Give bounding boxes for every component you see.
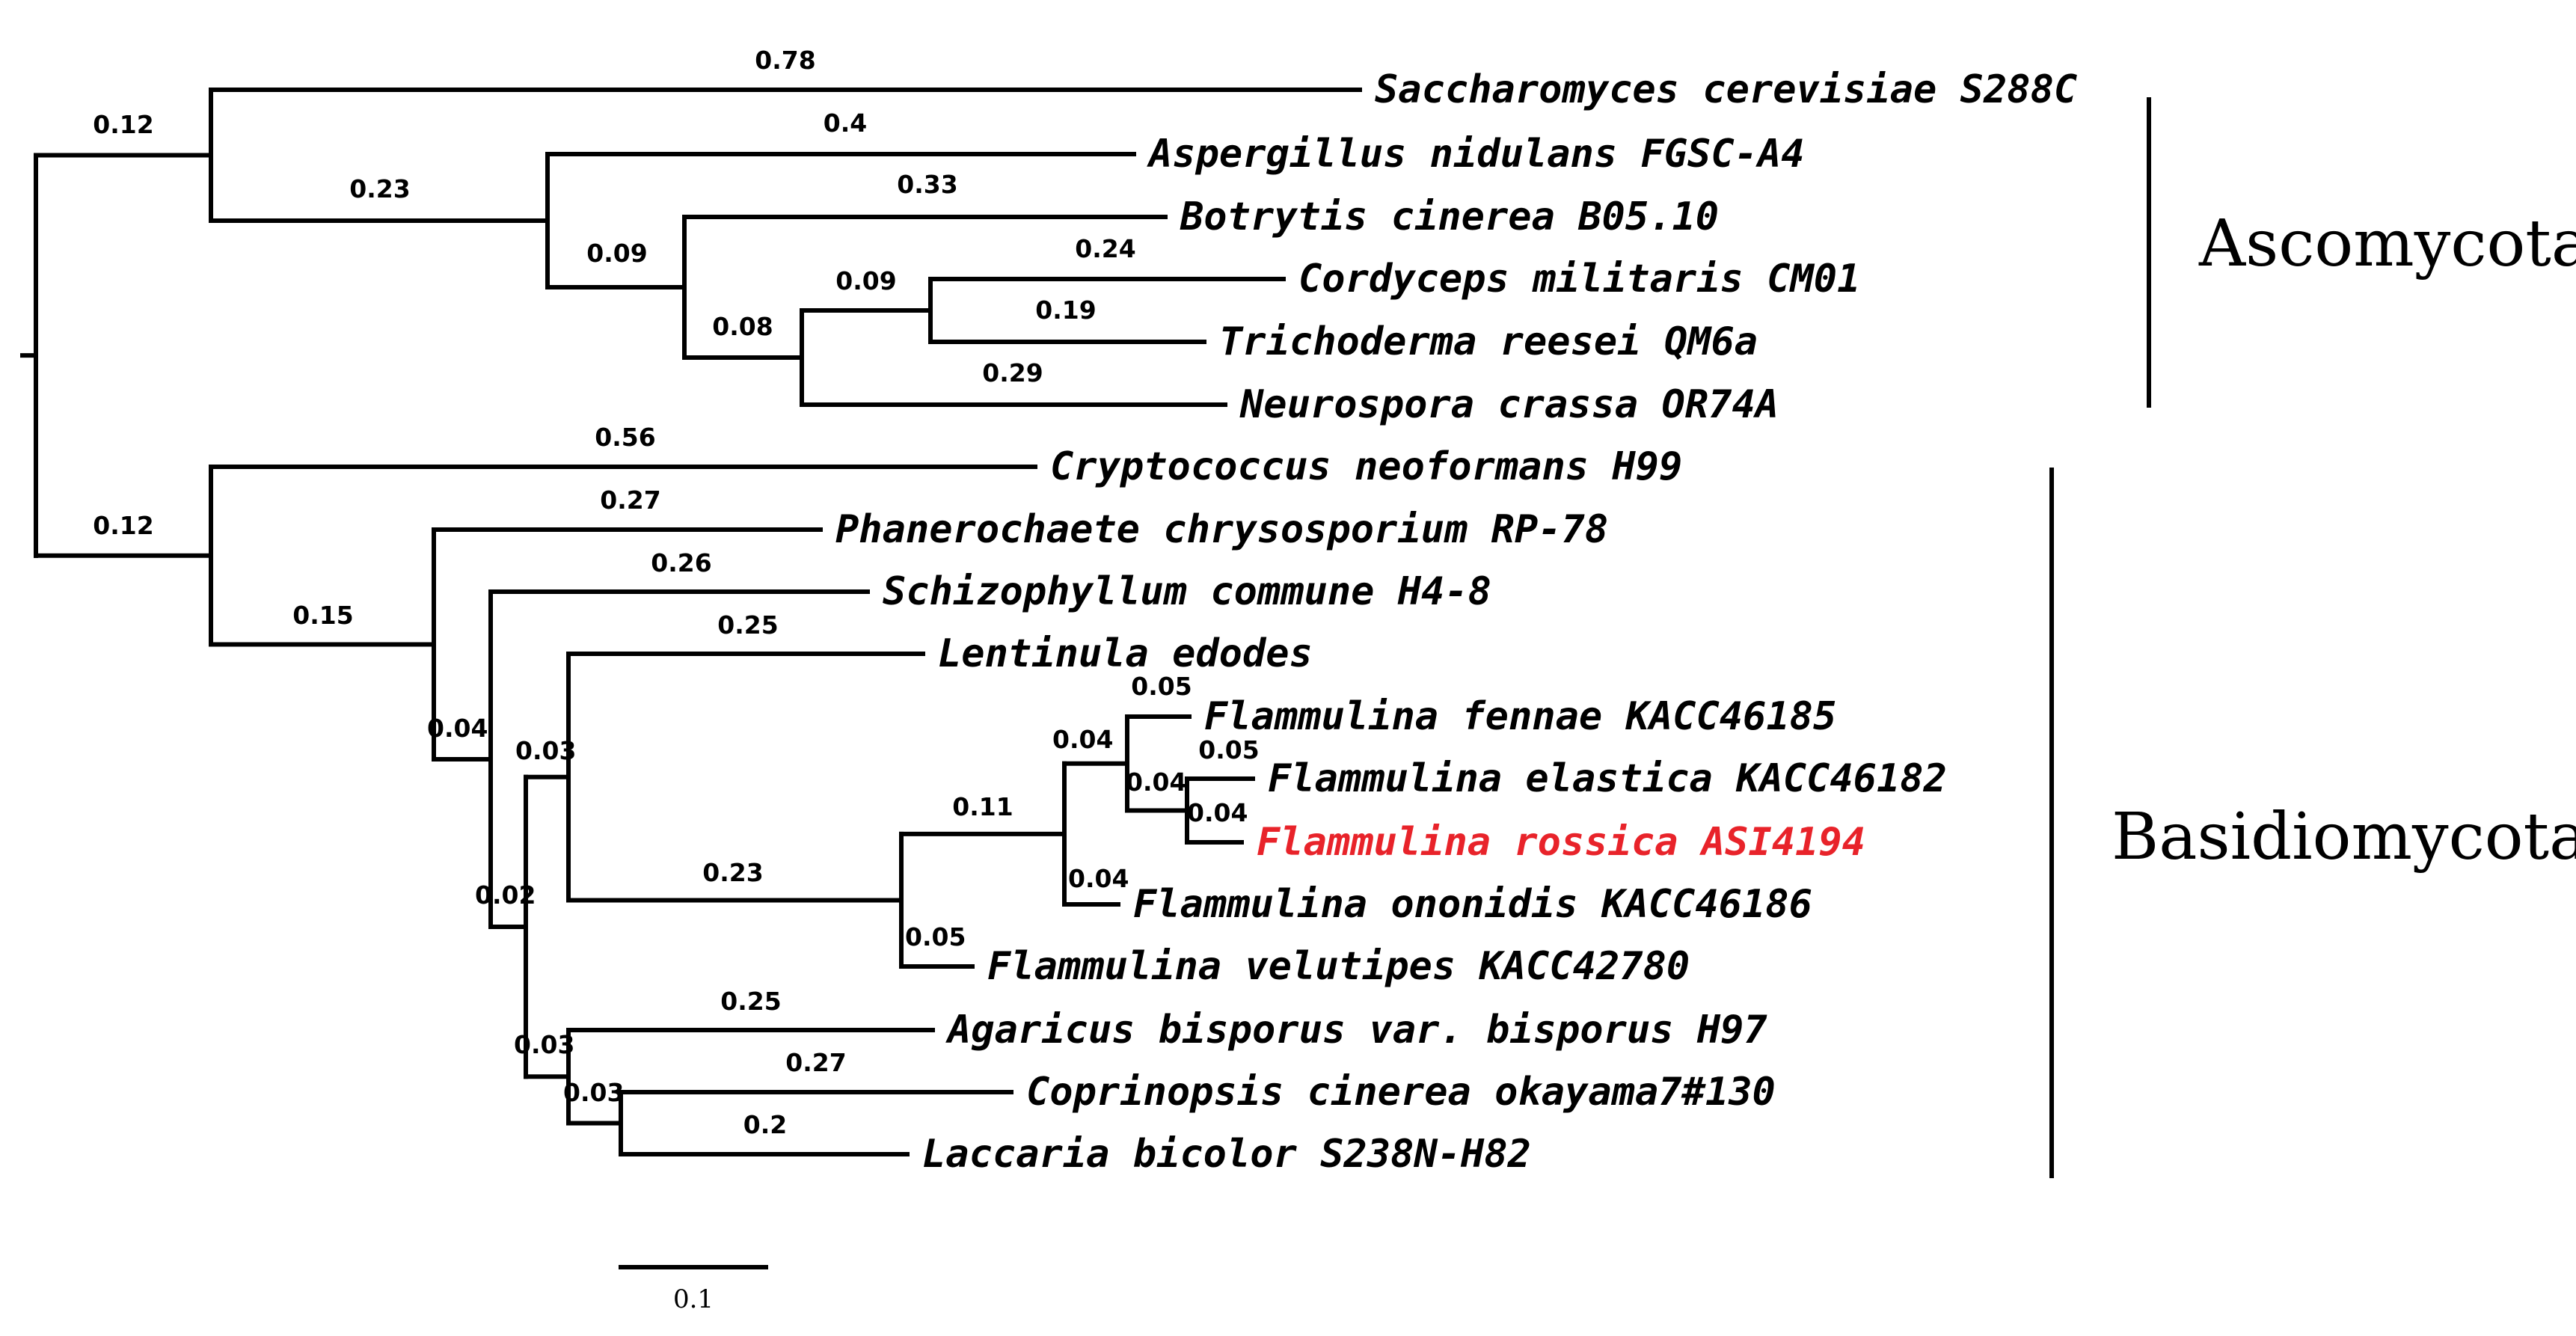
taxon-scer: Saccharomyces cerevisiae S288C <box>1375 67 2077 112</box>
taxon-tree: Trichoderma reesei QM6a <box>1219 319 1758 364</box>
branch-length-scom: 0.26 <box>651 548 711 577</box>
taxon-lbic: Laccaria bicolor S238N-H82 <box>922 1132 1531 1177</box>
branch-length-n-n03a: 0.03 <box>515 736 576 765</box>
taxon-ncra: Neurospora crassa OR74A <box>1239 382 1779 427</box>
branch-length-n-n02: 0.02 <box>475 880 536 910</box>
branch-length-n-flam: 0.23 <box>702 858 763 887</box>
branch-length-tree: 0.19 <box>1035 295 1096 325</box>
taxon-cmil: Cordyceps militaris CM01 <box>1298 257 1860 301</box>
branch-length-n-flam2: 0.11 <box>952 792 1013 821</box>
taxon-anid: Aspergillus nidulans FGSC-A4 <box>1147 132 1805 177</box>
branch-length-asco-stem: 0.12 <box>93 110 153 139</box>
branch-length-n-leotio: 0.09 <box>586 239 647 268</box>
branch-length-ffen: 0.05 <box>1131 672 1192 701</box>
taxon-scom: Schizophyllum commune H4-8 <box>883 569 1491 614</box>
branch-length-n-ela: 0.04 <box>1126 767 1186 797</box>
branch-length-n-n03c: 0.03 <box>563 1078 624 1107</box>
branch-length-pchr: 0.27 <box>600 485 660 515</box>
branch-length-n-ascrest: 0.23 <box>349 174 410 203</box>
taxon-ccin: Coprinopsis cinerea okayama7#130 <box>1026 1070 1776 1115</box>
branch-length-scer: 0.78 <box>755 46 815 75</box>
clade-ascomycota: Ascomycota <box>2147 97 2576 408</box>
clade-basidiomycota: Basidiomycota <box>2049 468 2576 1178</box>
taxon-ledo: Lentinula edodes <box>938 631 1313 676</box>
taxon-cneo: Cryptococcus neoformans H99 <box>1050 444 1682 489</box>
branch-length-ccin: 0.27 <box>785 1048 846 1077</box>
branch-length-n-n03b: 0.03 <box>514 1030 574 1059</box>
branch-length-fvel: 0.05 <box>905 922 966 952</box>
branch-length-fono: 0.04 <box>1068 864 1129 893</box>
taxon-fvel: Flammulina velutipes KACC42780 <box>987 944 1690 989</box>
branch-length-n-n04: 0.04 <box>427 714 488 743</box>
branch-length-bcin: 0.33 <box>897 170 957 199</box>
clade-label-ascomycota: Ascomycota <box>2198 206 2576 281</box>
branch-length-ncra: 0.29 <box>982 358 1043 387</box>
taxon-pchr: Phanerochaete chrysosporium RP-78 <box>835 507 1608 552</box>
branch-length-abis: 0.25 <box>720 987 781 1016</box>
branch-length-cneo: 0.56 <box>595 423 655 452</box>
branch-length-lbic: 0.2 <box>743 1110 787 1139</box>
branch-length-ledo: 0.25 <box>717 610 778 640</box>
scale-bar-label: 0.1 <box>673 1284 714 1314</box>
branch-length-n-agarico: 0.15 <box>292 601 353 630</box>
branch-length-fros: 0.04 <box>1187 798 1248 827</box>
branch-length-labels: 0.12 0.78 0.23 0.4 0.09 0.33 0.08 0.09 0.24 0.19 0… <box>93 46 1259 1139</box>
taxon-labels: Saccharomyces cerevisiae S288C Aspergillu… <box>835 67 2077 1177</box>
taxon-ffen: Flammulina fennae KACC46185 <box>1204 694 1836 739</box>
scale-bar: 0.1 <box>619 1265 768 1314</box>
branch-length-cmil: 0.24 <box>1075 234 1135 263</box>
branch-length-n-hypo: 0.09 <box>835 266 896 295</box>
taxon-fela: Flammulina elastica KACC46182 <box>1268 756 1947 801</box>
taxon-fros: Flammulina rossica ASI4194 <box>1257 820 1865 865</box>
branch-length-fela: 0.05 <box>1198 735 1259 764</box>
branch-length-anid: 0.4 <box>824 108 867 138</box>
taxon-bcin: Botrytis cinerea B05.10 <box>1180 194 1719 239</box>
branch-length-basidio-stem: 0.12 <box>93 511 153 540</box>
branch-length-n-sordario: 0.08 <box>712 312 773 341</box>
taxon-abis: Agaricus bisporus var. bisporus H97 <box>945 1008 1767 1052</box>
clade-label-basidiomycota: Basidiomycota <box>2112 800 2576 874</box>
branch-length-n-fen: 0.04 <box>1052 725 1113 754</box>
tree-branches <box>20 88 1362 1156</box>
taxon-fono: Flammulina ononidis KACC46186 <box>1133 882 1812 927</box>
